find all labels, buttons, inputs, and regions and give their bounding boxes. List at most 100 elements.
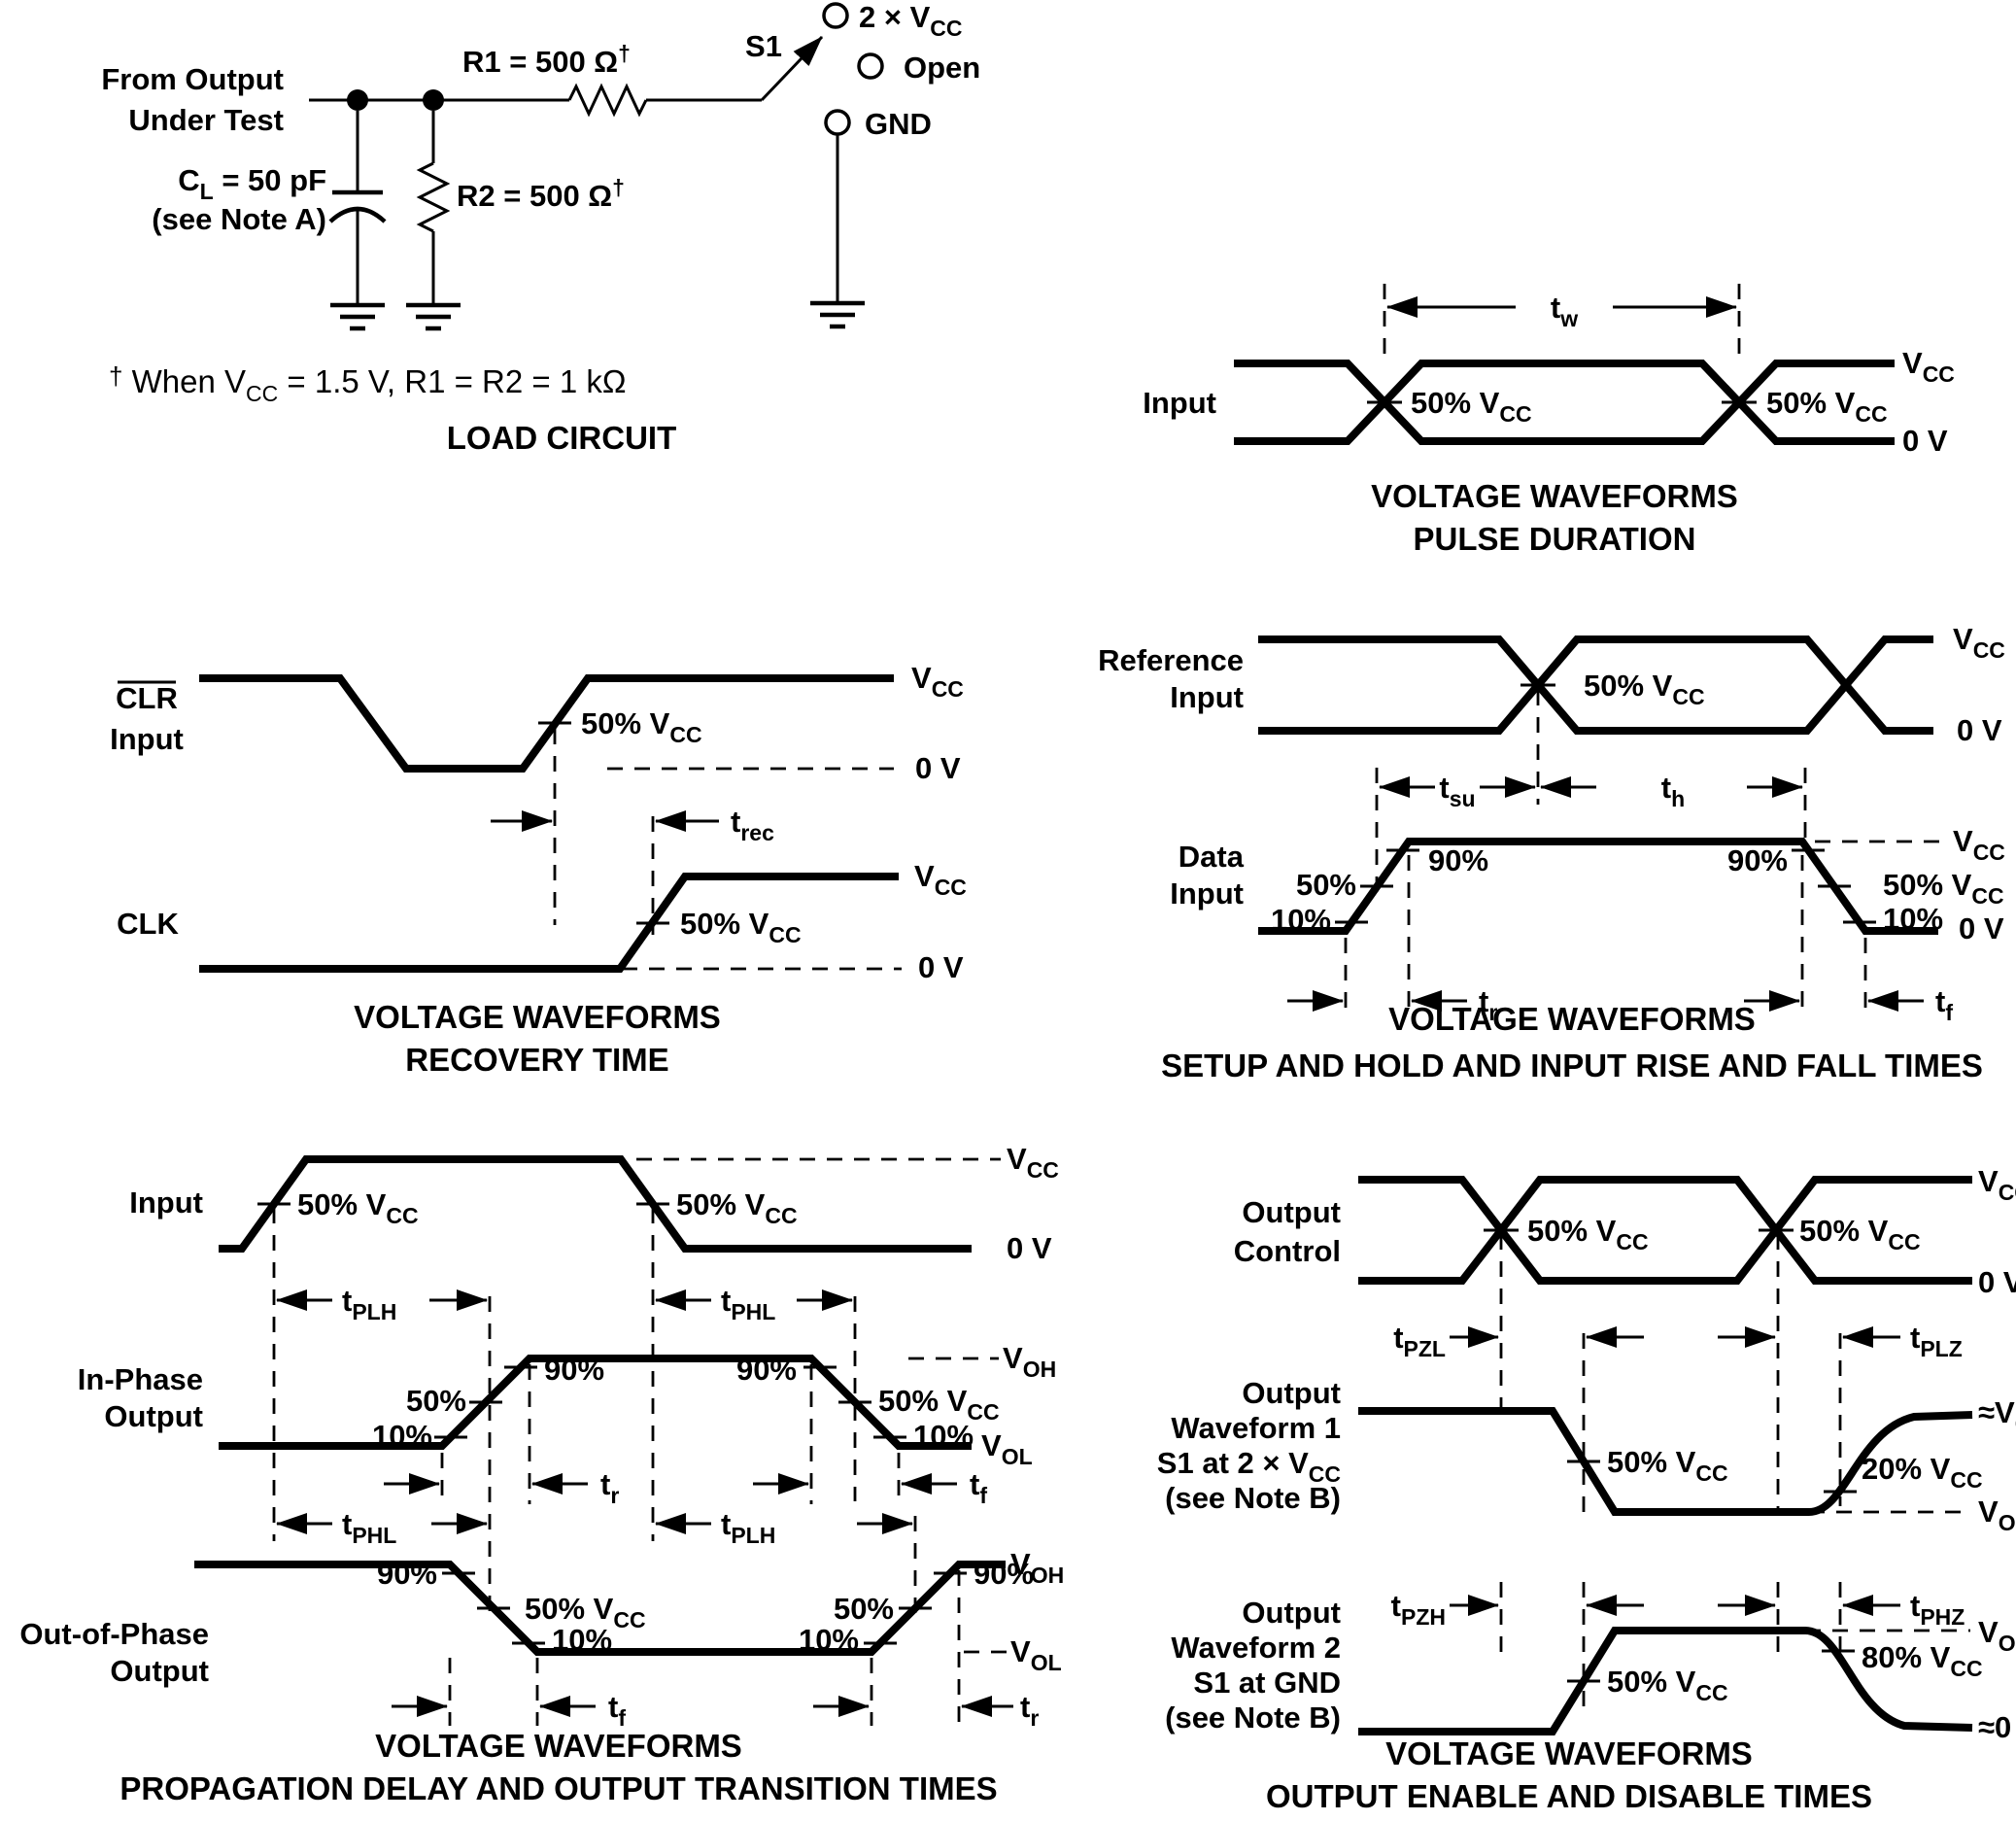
tr-label: tr [1020,1690,1039,1731]
ground-icon [406,302,461,331]
footnote: † When VCC = 1.5 V, R1 = R2 = 1 kΩ [109,361,627,406]
tf-label: tf [608,1690,626,1731]
terminal-2xvcc-label: 2 × VCC [859,0,962,41]
panel-subtitle: SETUP AND HOLD AND INPUT RISE AND FALL T… [1161,1048,1983,1083]
vcc-level-label: VCC [1007,1142,1059,1183]
waveform1-label-line1: Output [1242,1376,1341,1410]
pct50-vcc-label: 50% VCC [1883,868,2004,909]
tr-label: tr [1479,984,1497,1025]
resistor-r2 [416,111,451,303]
pct50-vcc-label: 50% VCC [1766,386,1888,427]
out-of-phase-output-label: Output [110,1654,209,1688]
zero-v-level-label: 0 V [1902,424,1948,458]
r2-value-label: R2 = 500 Ω† [457,175,625,213]
reference-input-waveform [1258,636,1933,735]
waveform1-label-line4: (see Note B) [1165,1481,1341,1515]
terminal-open-label: Open [904,51,980,85]
under-test-label: Under Test [128,103,284,137]
out-of-phase-signal-label: Out-of-Phase [19,1617,209,1651]
voh-level-label: VOH [1978,1615,2016,1656]
output-control-label: Output [1242,1195,1341,1229]
pct90-label: 90% [1727,843,1788,877]
tf-tr-measurement-out-of-phase [392,1570,1013,1726]
tplh-label: tPLH [721,1507,775,1548]
data-edge-ticks [1335,848,1876,924]
zero-v-level-label: 0 V [918,950,964,984]
output-control-label2: Control [1234,1234,1341,1268]
tphz-label: tPHZ [1910,1589,1965,1630]
waveform1-label-line3: S1 at 2 × VCC [1157,1446,1341,1487]
clr-waveform [199,674,894,773]
tsu-th-measurement [1375,690,1807,894]
in-phase-edge-ticks [434,1365,906,1439]
data-input-label: Input [1170,876,1244,910]
tr-label: tr [600,1467,619,1508]
voh-level-label: VOH [1010,1547,1064,1588]
pct50-vcc-label: 50% VCC [1411,386,1532,427]
clr-signal-label: CLR [116,681,178,715]
clr-input-label: Input [110,722,184,756]
input-signal-label: Input [129,1185,203,1220]
setup-hold-panel: 50% VCC VCC 0 V Reference Input tsu th 5… [1098,622,2005,1083]
panel-subtitle: RECOVERY TIME [405,1042,668,1078]
pct10-label: 10% [1883,902,1943,936]
circuit-wires [309,2,884,301]
ground-icon [810,300,865,329]
trec-label: trec [731,805,774,845]
pct10-label: 10% [552,1623,612,1657]
pct90-label: 90% [1428,843,1488,877]
pct20-vcc-label: 20% VCC [1862,1452,1983,1493]
pct10-label: 10% [799,1623,859,1657]
pct50-vcc-label: 50% VCC [676,1187,798,1228]
out-of-phase-output-waveform [194,1561,1006,1656]
waveform2-label-line4: (see Note B) [1165,1701,1341,1735]
pct50-label: 50% [406,1384,466,1418]
propagation-delay-panel: 50% VCC 50% VCC VCC 0 V Input tPLH tPHL [19,1142,1064,1806]
tphl-label: tPHL [721,1284,775,1324]
terminal-2xvcc-circle [822,2,849,29]
pct10-label: 10% [1271,903,1331,937]
tr-tf-measurement-in-phase [384,1364,957,1504]
zero-v-level-label: 0 V [1978,1265,2016,1299]
ground-icon [330,302,385,331]
vcc-level-label: VCC [1953,622,2005,663]
out-of-phase-edge-ticks [442,1571,967,1645]
vcc-level-label: VCC [1978,1164,2016,1205]
pct50-vcc-label: 50% VCC [878,1384,1000,1425]
load-circuit-title: LOAD CIRCUIT [447,420,676,456]
tsu-label: tsu [1439,771,1475,811]
input-waveform [1234,360,1895,445]
tplh-label: tPLH [342,1284,396,1324]
panel-subtitle: PULSE DURATION [1414,521,1696,557]
vcc-level-label: VCC [1953,824,2005,865]
panel-subtitle: PROPAGATION DELAY AND OUTPUT TRANSITION … [120,1770,997,1806]
tf-label: tf [970,1467,987,1508]
vol-level-label: VOL [1978,1495,2016,1535]
input-waveform [219,1155,972,1253]
pct90-label: 90% [736,1353,797,1387]
input-signal-label: Input [1143,386,1216,420]
pct50-label: 50% [1296,868,1356,902]
pulse-duration-panel: tw 50% VCC 50% VCC VCC 0 V Input VOLTAGE… [1143,284,1955,557]
waveform2-label-line1: Output [1242,1596,1341,1630]
resistor-r1 [567,83,648,118]
pct50-vcc-label: 50% VCC [581,706,702,747]
panel-title: VOLTAGE WAVEFORMS [1385,1735,1753,1771]
pct90-label: 90% [974,1557,1034,1591]
switch-s1-arm [760,35,824,102]
waveform2-label-line3: S1 at GND [1193,1666,1341,1700]
pct80-vcc-label: 80% VCC [1862,1640,1983,1681]
pct50-vcc-label: 50% VCC [680,907,802,947]
pct90-label: 90% [544,1353,604,1387]
approx-vcc-level-label: ≈VCC [1978,1395,2016,1436]
reference-signal-label: Reference [1098,643,1244,677]
tpzh-label: tPZH [1391,1589,1446,1630]
pct10-label: 10% [913,1419,974,1453]
see-note-a-label: (see Note A) [152,202,326,236]
tf-label: tf [1935,984,1953,1025]
tw-measurement [1383,284,1741,358]
in-phase-output-waveform [219,1355,972,1450]
waveform1-label-line2: Waveform 1 [1171,1411,1341,1445]
